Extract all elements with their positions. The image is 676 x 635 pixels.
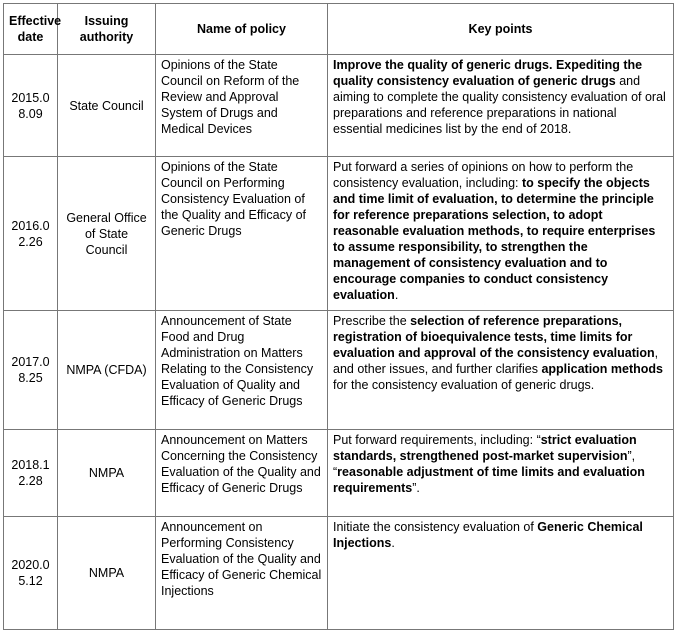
policy-name: Opinions of the State Council on Perform…: [155, 156, 328, 311]
key-point-run: Generic Chemical Injections: [333, 520, 643, 550]
policy-name: Announcement of State Food and Drug Admi…: [155, 310, 328, 430]
key-point-run: application methods: [541, 362, 663, 376]
key-point-run: Put forward requirements, including: “: [333, 433, 541, 447]
key-point-run: to specify the objects and time limit of…: [333, 176, 656, 302]
effective-date: 2020.05.12: [3, 516, 58, 630]
key-points: Initiate the consistency evaluation of G…: [327, 516, 674, 630]
key-point-run: reasonable adjustment of time limits and…: [333, 465, 645, 495]
table-body: 2015.08.09 State Council Opinions of the S…: [3, 54, 674, 630]
table-row: 2016.02.26 General Office of State Counci…: [3, 156, 674, 311]
key-points: Put forward a series of opinions on how …: [327, 156, 674, 311]
table-row: 2020.05.12 NMPA Announcement on Performing…: [3, 516, 674, 630]
key-point-run: selection of reference preparations, reg…: [333, 314, 655, 360]
effective-date: 2018.12.28: [3, 429, 58, 517]
header-cell: Issuing authority: [57, 3, 156, 55]
key-point-run: strict evaluation standards, strengthene…: [333, 433, 637, 463]
policy-table: Effective date Issuing authority Name of p…: [3, 3, 674, 630]
effective-date: 2015.08.09: [3, 54, 58, 157]
key-point-run: .: [394, 288, 399, 302]
effective-date: 2016.02.26: [3, 156, 58, 311]
header-cell: Name of policy: [155, 3, 328, 55]
table-row: 2018.12.28 NMPA Announcement on Matters Co…: [3, 429, 674, 517]
key-point-run: .: [391, 536, 395, 550]
table-row: 2017.08.25 NMPA (CFDA) Announcement of Sta…: [3, 310, 674, 430]
issuing-authority: General Office of State Council: [57, 156, 156, 311]
key-point-run: , and other issues, and further clarifie…: [333, 346, 659, 376]
issuing-authority: NMPA: [57, 516, 156, 630]
key-point-run: ”.: [412, 481, 420, 495]
issuing-authority: State Council: [57, 54, 156, 157]
policy-name: Opinions of the State Council on Reform …: [155, 54, 328, 157]
key-points: Prescribe the selection of reference pre…: [327, 310, 674, 430]
issuing-authority: NMPA: [57, 429, 156, 517]
policy-name: Announcement on Performing Consistency E…: [155, 516, 328, 630]
key-point-run: Initiate the consistency evaluation of: [333, 520, 538, 534]
key-point-run: and aiming to complete the quality consi…: [333, 74, 666, 136]
issuing-authority: NMPA (CFDA): [57, 310, 156, 430]
header-cell: Key points: [327, 3, 674, 55]
policy-name: Announcement on Matters Concerning the C…: [155, 429, 328, 517]
key-point-run: Improve the quality of generic drugs. Ex…: [333, 58, 643, 88]
key-points: Put forward requirements, including: “st…: [327, 429, 674, 517]
key-point-run: ”, “: [333, 449, 636, 479]
effective-date: 2017.08.25: [3, 310, 58, 430]
key-points: Improve the quality of generic drugs. Ex…: [327, 54, 674, 157]
key-point-run: Put forward a series of opinions on how …: [333, 160, 634, 190]
key-point-run: Prescribe the: [333, 314, 411, 328]
table-row: 2015.08.09 State Council Opinions of the S…: [3, 54, 674, 157]
key-point-run: for the consistency evaluation of generi…: [333, 378, 595, 392]
header-cell: Effective date: [3, 3, 61, 55]
header-row: Effective date Issuing authority Name of p…: [3, 3, 674, 55]
